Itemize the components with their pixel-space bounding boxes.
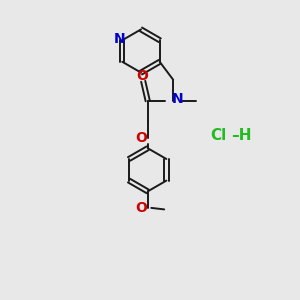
Text: Cl: Cl xyxy=(210,128,226,142)
Text: O: O xyxy=(135,201,147,215)
Text: N: N xyxy=(172,92,184,106)
Text: O: O xyxy=(135,131,147,145)
Text: O: O xyxy=(136,69,148,83)
Text: –H: –H xyxy=(232,128,252,142)
Text: N: N xyxy=(114,32,125,46)
